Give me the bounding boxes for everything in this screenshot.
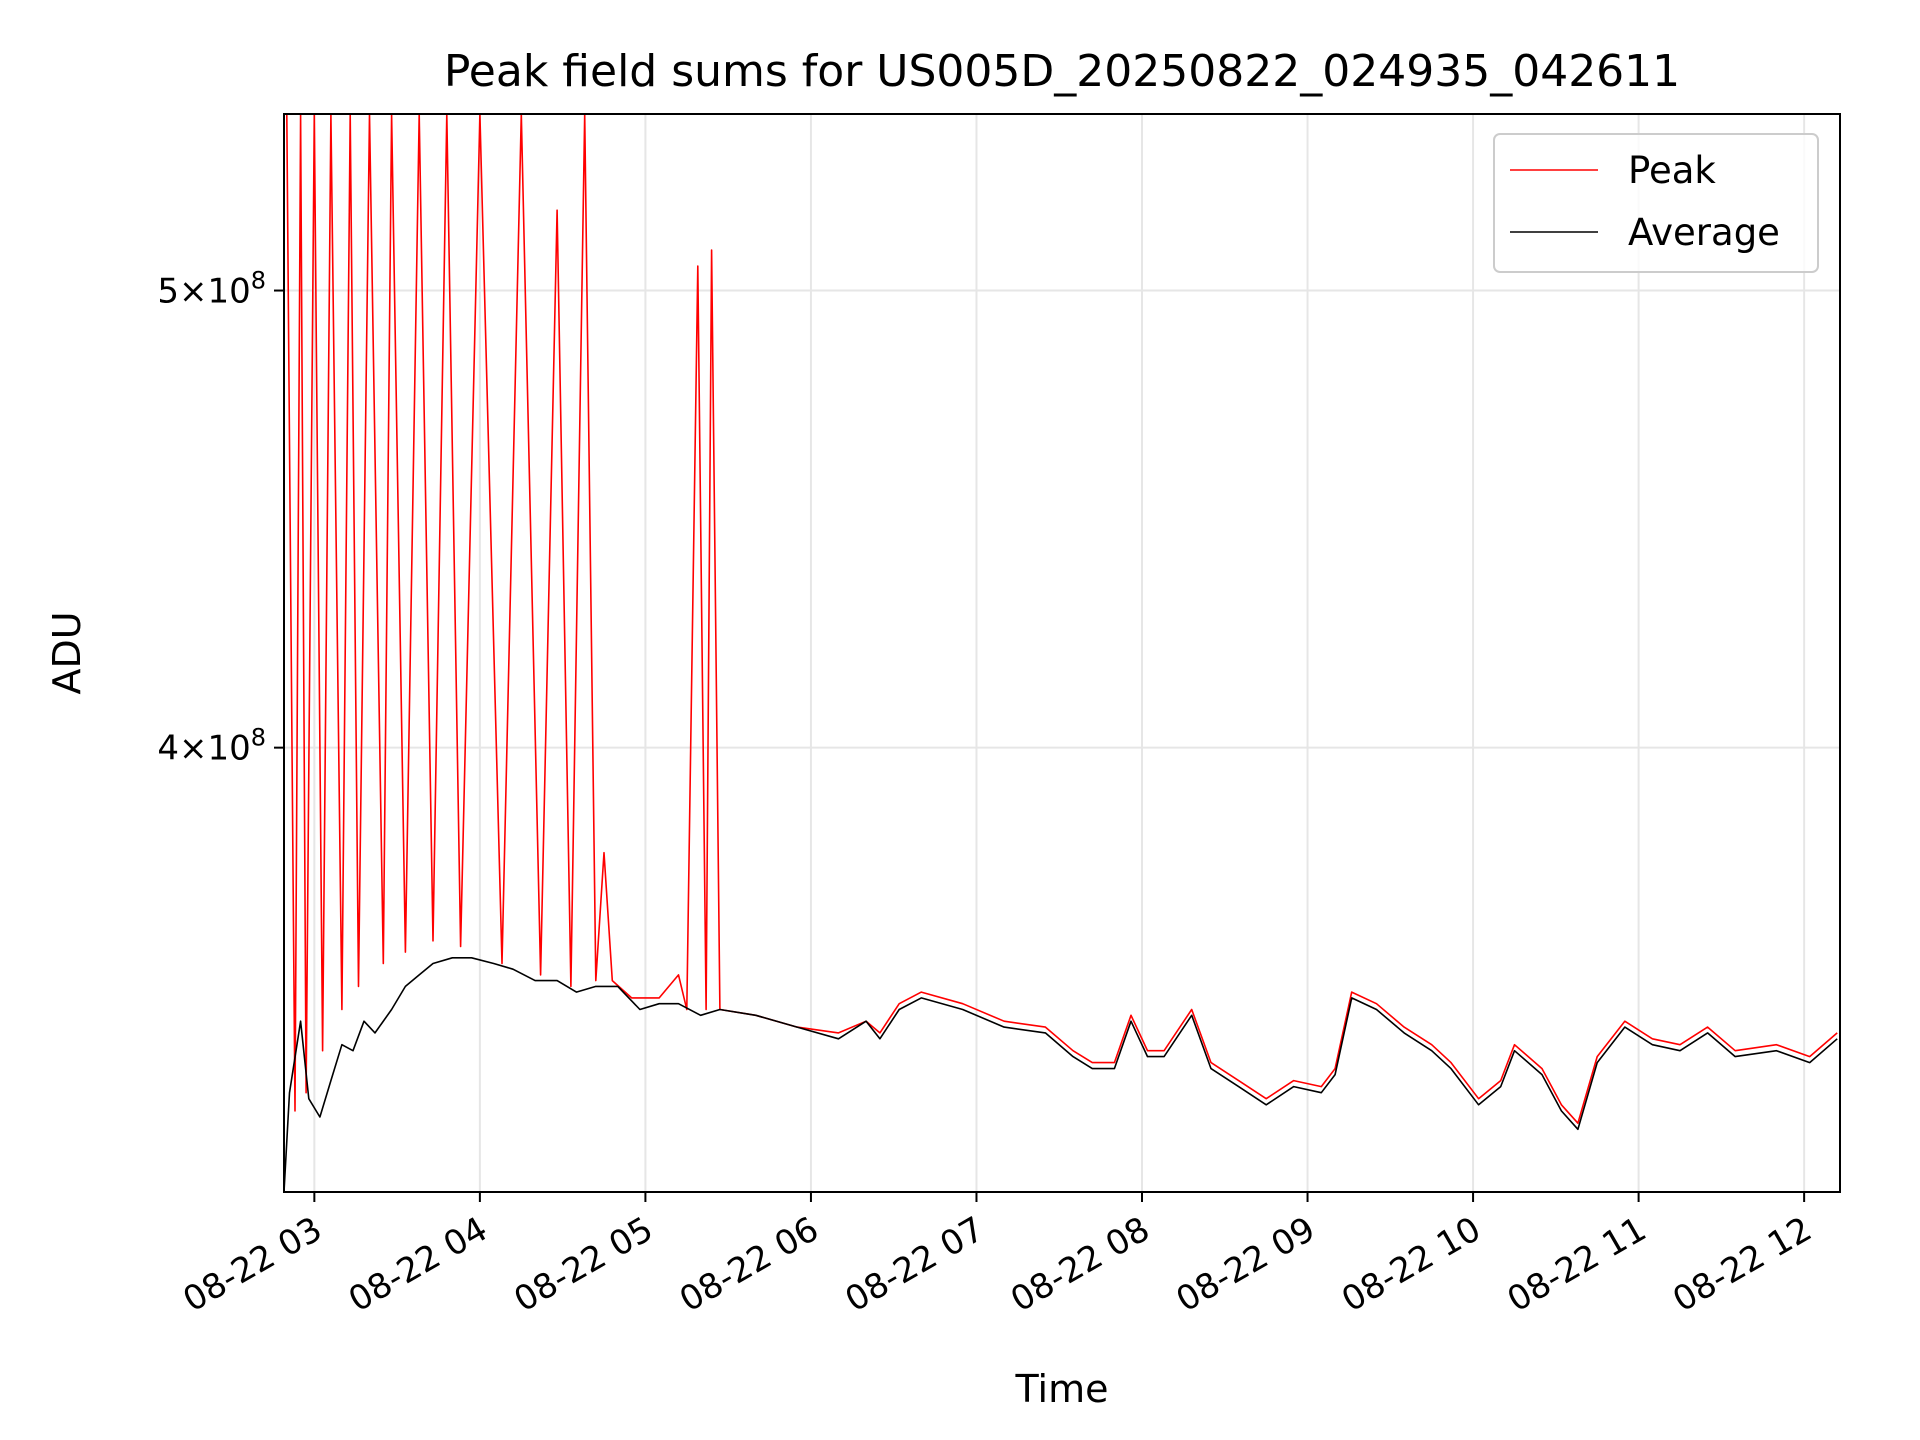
legend: Peak Average — [1493, 133, 1819, 273]
y-tick-base: 10 — [207, 272, 250, 312]
y-tick-label: 5×108 — [157, 267, 266, 312]
y-tick-times: × — [179, 729, 208, 769]
chart-title: Peak field sums for US005D_20250822_0249… — [444, 46, 1680, 97]
series-layer — [284, 114, 1838, 1192]
y-tick-exponent: 8 — [251, 724, 266, 752]
x-axis-label: Time — [1015, 1367, 1109, 1411]
y-tick-label: 4×108 — [157, 724, 266, 769]
y-tick-times: × — [179, 272, 208, 312]
y-tick-exponent: 8 — [251, 267, 266, 295]
plot-frame — [283, 113, 1841, 1193]
y-tick-base: 10 — [207, 729, 250, 769]
y-tick-mantissa: 4 — [157, 729, 179, 769]
y-tick-mantissa: 5 — [157, 272, 179, 312]
legend-peak-label: Peak — [1628, 149, 1716, 192]
y-axis-label: ADU — [45, 611, 89, 694]
series-line-average — [284, 956, 1838, 1192]
legend-box — [1493, 133, 1819, 273]
legend-average-label: Average — [1628, 211, 1780, 254]
grid-lines — [284, 114, 1840, 1192]
